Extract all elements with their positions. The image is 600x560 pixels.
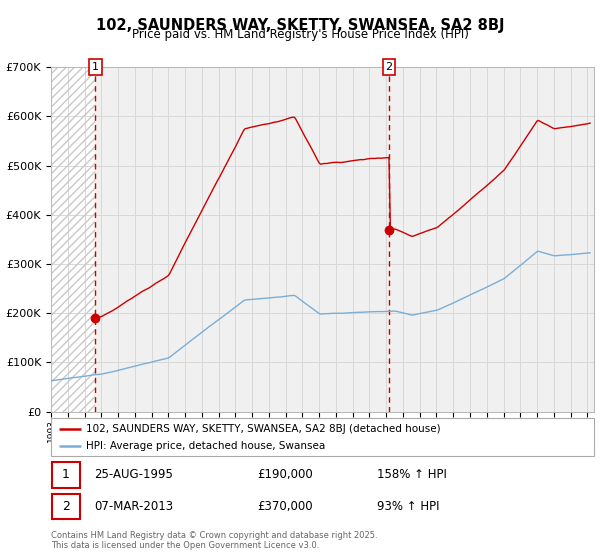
Text: £370,000: £370,000 (257, 500, 313, 513)
Text: 102, SAUNDERS WAY, SKETTY, SWANSEA, SA2 8BJ: 102, SAUNDERS WAY, SKETTY, SWANSEA, SA2 … (96, 18, 504, 33)
Text: 2: 2 (385, 62, 392, 72)
Text: 1: 1 (92, 62, 99, 72)
Text: 2: 2 (62, 500, 70, 513)
Bar (51, 67, 95, 412)
Bar (51, 67, 95, 412)
Text: £190,000: £190,000 (257, 468, 313, 481)
Text: 07-MAR-2013: 07-MAR-2013 (94, 500, 173, 513)
Bar (52, 461, 80, 488)
Text: HPI: Average price, detached house, Swansea: HPI: Average price, detached house, Swan… (86, 441, 326, 451)
Text: 93% ↑ HPI: 93% ↑ HPI (377, 500, 439, 513)
Bar (52, 493, 80, 520)
Text: 25-AUG-1995: 25-AUG-1995 (94, 468, 173, 481)
Text: Price paid vs. HM Land Registry's House Price Index (HPI): Price paid vs. HM Land Registry's House … (131, 28, 469, 41)
Text: Contains HM Land Registry data © Crown copyright and database right 2025.
This d: Contains HM Land Registry data © Crown c… (51, 531, 377, 550)
Text: 102, SAUNDERS WAY, SKETTY, SWANSEA, SA2 8BJ (detached house): 102, SAUNDERS WAY, SKETTY, SWANSEA, SA2 … (86, 424, 441, 434)
Text: 158% ↑ HPI: 158% ↑ HPI (377, 468, 446, 481)
Text: 1: 1 (62, 468, 70, 481)
